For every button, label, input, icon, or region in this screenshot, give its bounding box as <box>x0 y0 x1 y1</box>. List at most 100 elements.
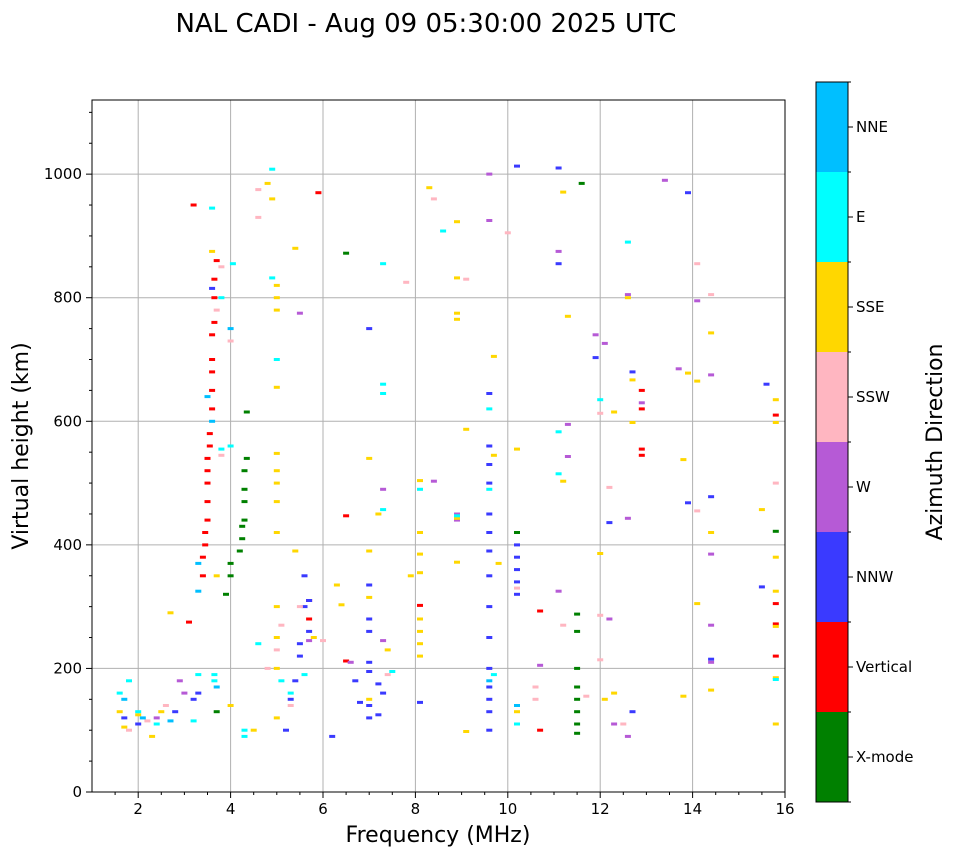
data-point-nnw <box>708 657 715 661</box>
data-point-sse <box>227 704 234 707</box>
data-point-sse <box>417 571 423 575</box>
colorbar-label: Azimuth Direction <box>923 343 948 540</box>
data-point-sse <box>495 561 502 565</box>
data-point-nnw <box>366 716 373 720</box>
data-point-nnw <box>555 166 562 170</box>
data-point-e <box>555 472 562 476</box>
colorbar-frame <box>815 81 849 803</box>
data-point-ssw <box>772 481 779 485</box>
data-point-w <box>555 589 562 593</box>
data-point-nnw <box>486 710 493 714</box>
data-point-x-mode <box>243 410 250 414</box>
x-tick-label: 16 <box>775 800 794 818</box>
data-point-sse <box>772 555 779 559</box>
data-point-sse <box>417 552 423 556</box>
data-point-e <box>380 392 387 395</box>
data-point-x-mode <box>241 469 248 473</box>
colorbar-tick-label: SSW <box>856 388 890 406</box>
data-point-vertical <box>209 358 216 361</box>
data-point-w <box>486 172 493 176</box>
data-point-x-mode <box>574 731 581 735</box>
data-point-nne <box>227 327 234 331</box>
data-point-x-mode <box>574 612 581 616</box>
data-point-e <box>514 722 520 726</box>
data-point-vertical <box>186 620 192 624</box>
data-point-sse <box>310 636 317 639</box>
data-point-e <box>273 358 280 361</box>
data-point-nnw <box>366 629 373 633</box>
data-point-e <box>209 206 216 210</box>
data-point-sse <box>680 694 687 698</box>
data-point-sse <box>264 181 271 185</box>
data-point-sse <box>463 730 470 733</box>
data-point-vertical <box>202 543 209 547</box>
data-point-ssw <box>255 188 262 192</box>
data-point-sse <box>121 725 128 729</box>
data-point-ssw <box>278 623 285 627</box>
data-point-nnw <box>195 691 202 695</box>
data-point-w <box>537 663 544 667</box>
data-point-nnw <box>357 700 363 704</box>
data-point-vertical <box>199 555 206 559</box>
data-point-nnw <box>514 543 520 547</box>
data-point-sse <box>772 624 779 628</box>
data-point-nnw <box>190 697 197 701</box>
data-point-vertical <box>417 603 423 607</box>
data-point-nnw <box>708 495 715 499</box>
data-point-sse <box>273 605 280 609</box>
data-point-nnw <box>763 382 770 386</box>
data-point-sse <box>772 398 779 402</box>
data-point-ssw <box>620 722 627 726</box>
data-point-vertical <box>537 728 544 732</box>
data-point-nnw <box>366 583 373 587</box>
data-point-w <box>454 512 460 516</box>
data-point-w <box>708 552 715 556</box>
data-point-sse <box>158 710 165 714</box>
data-point-sse <box>624 296 631 300</box>
data-point-x-mode <box>241 500 248 504</box>
data-point-e <box>195 673 202 677</box>
data-point-e <box>190 719 197 723</box>
data-point-vertical <box>209 407 216 411</box>
data-point-nnw <box>301 605 308 609</box>
data-point-x-mode <box>241 487 248 491</box>
data-point-w <box>306 639 313 643</box>
data-point-w <box>638 401 645 405</box>
data-point-vertical <box>199 574 206 578</box>
data-point-sse <box>772 421 779 424</box>
data-point-vertical <box>772 654 779 658</box>
data-point-sse <box>685 371 691 375</box>
data-point-sse <box>560 479 567 483</box>
data-point-sse <box>273 666 280 670</box>
data-point-nnw <box>514 592 520 596</box>
data-point-ssw <box>597 411 604 415</box>
data-point-e <box>772 678 779 681</box>
data-point-nnw <box>486 392 493 395</box>
data-point-sse <box>417 642 423 646</box>
data-point-nnw <box>375 713 382 717</box>
data-point-sse <box>366 549 373 553</box>
data-point-e <box>490 673 497 677</box>
data-point-sse <box>708 531 715 534</box>
data-point-sse <box>273 283 280 287</box>
data-point-e <box>486 407 493 411</box>
data-point-vertical <box>772 602 779 606</box>
data-point-ssw <box>162 704 169 707</box>
data-point-nnw <box>135 722 142 726</box>
data-point-vertical <box>204 481 211 485</box>
x-tick-label: 2 <box>133 800 143 818</box>
data-point-nnw <box>301 574 308 578</box>
data-point-nnw <box>366 327 373 331</box>
data-point-nnw <box>486 549 493 553</box>
colorbar-segment <box>816 82 848 172</box>
colorbar-tick-label: Vertical <box>856 658 912 676</box>
data-point-sse <box>417 629 423 633</box>
data-point-e <box>624 240 631 244</box>
data-point-sse <box>514 447 520 451</box>
data-point-nnw <box>172 710 179 714</box>
data-point-ssw <box>218 453 225 457</box>
data-point-sse <box>417 617 423 621</box>
data-point-sse <box>338 603 345 607</box>
data-point-e <box>227 444 234 448</box>
colorbar: X-mode Vertical NNW W SSW SSE E NNE <box>815 81 913 803</box>
